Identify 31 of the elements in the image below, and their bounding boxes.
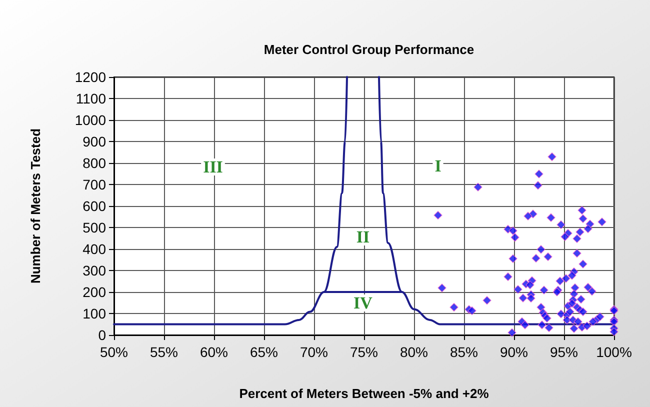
y-tick-label: 1200 [74,69,106,85]
x-tick-label: 90% [500,344,528,360]
annotation: II [356,228,370,246]
x-tick-label: 75% [350,344,378,360]
annotation: III [203,158,224,176]
annotation: I [434,156,442,176]
y-tick-label: 200 [82,284,106,300]
x-tick-label: 80% [400,344,428,360]
x-tick-label: 95% [550,344,578,360]
x-tick-label: 55% [150,344,178,360]
y-tick-label: 900 [82,134,106,150]
x-tick-label: 50% [100,344,128,360]
annotation: IV [354,294,374,312]
y-tick-label: 600 [82,198,106,214]
y-tick-label: 500 [82,220,106,236]
y-tick-label: 1000 [74,112,106,128]
y-axis-title: Number of Meters Tested [28,128,43,284]
y-tick-label: 0 [98,327,106,343]
x-axis-title: Percent of Meters Between -5% and +2% [239,386,490,401]
y-tick-label: 800 [82,155,106,171]
x-tick-label: 85% [450,344,478,360]
x-tick-label: 100% [596,344,632,360]
x-tick-label: 60% [200,344,228,360]
chart-title: Meter Control Group Performance [264,42,474,57]
y-tick-label: 400 [82,241,106,257]
y-tick-label: 300 [82,262,106,278]
y-tick-label: 1100 [76,90,106,106]
y-tick-label: 700 [82,176,106,192]
x-tick-label: 70% [300,344,328,360]
x-tick-label: 65% [250,344,278,360]
y-tick-label: 100 [82,306,106,322]
